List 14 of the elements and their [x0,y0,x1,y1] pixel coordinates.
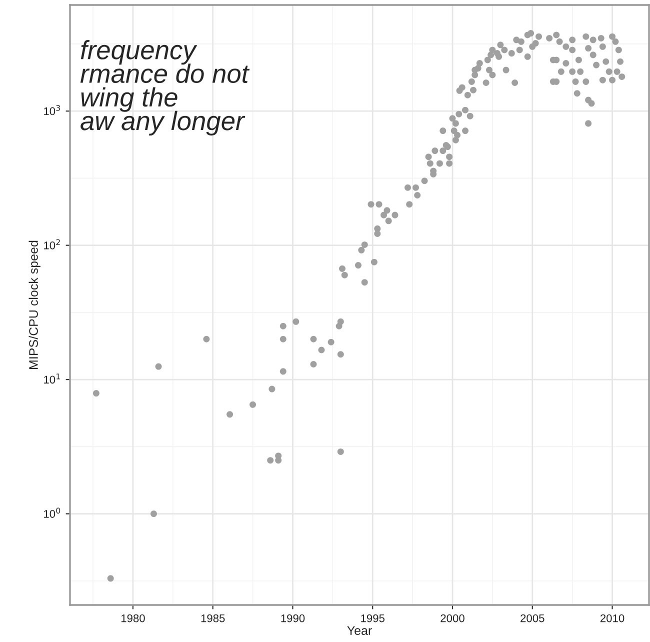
y-tick-label: 10$^{1}$ [44,374,60,384]
x-axis-title: Year [347,626,372,635]
x-tick-label: 2000 [440,614,464,622]
x-tick-label: 1990 [281,614,305,622]
x-tick-label: 2010 [600,614,624,622]
y-tick-label: 10$^{2}$ [44,239,60,250]
x-tick-label: 2005 [520,614,544,622]
y-tick-label: 10$^{3}$ [44,105,60,116]
x-tick-label: 1980 [121,614,145,622]
x-tick-label: 1985 [201,614,225,622]
y-tick-label: 10$^{0}$ [44,508,60,518]
y-axis-title: MIPS/CPU clock speed [28,240,40,369]
x-tick-label: 1995 [361,614,385,622]
annotation: frequency rmance do not wing the aw any longer [80,40,250,136]
